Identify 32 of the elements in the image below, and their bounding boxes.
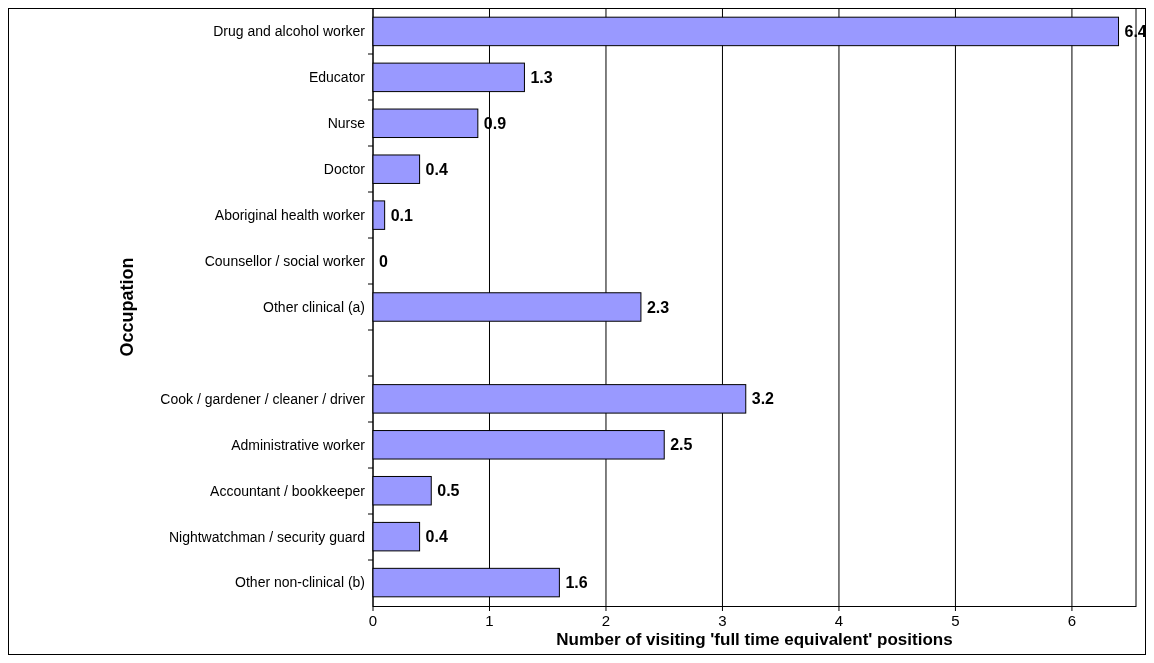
data-label: 0 — [379, 252, 388, 270]
y-axis-title: Occupation — [117, 257, 137, 357]
x-tick-label: 2 — [601, 612, 611, 629]
data-label: 0.5 — [437, 482, 460, 500]
data-label: 0.4 — [425, 160, 448, 178]
x-tick-label: 1 — [485, 612, 494, 629]
y-tick-label: Other non-clinical (b) — [235, 574, 365, 591]
y-tick-label: Educator — [308, 69, 366, 86]
y-tick-label: Aboriginal health worker — [214, 207, 366, 224]
y-tick-label: Administrative worker — [231, 436, 366, 453]
x-tick-label: 0 — [368, 612, 378, 629]
y-tick-label: Other clinical (a) — [263, 298, 365, 315]
y-tick-label: Drug and alcohol worker — [213, 23, 366, 40]
data-label: 0.4 — [425, 528, 448, 546]
x-tick-label: 5 — [951, 612, 960, 629]
y-tick-label: Nurse — [327, 115, 366, 132]
data-label: 0.1 — [390, 206, 413, 224]
y-tick-label: Nightwatchman / security guard — [168, 528, 365, 545]
x-tick-label: 3 — [718, 612, 727, 629]
data-label: 2.3 — [646, 298, 670, 316]
data-label: 6.4 — [1124, 23, 1147, 41]
y-tick-label: Counsellor / social worker — [204, 252, 366, 269]
x-tick-label: 4 — [834, 612, 844, 629]
data-label: 1.6 — [565, 574, 588, 592]
x-tick-label: 6 — [1067, 612, 1077, 629]
x-axis-title: Number of visiting 'full time equivalent' positions — [556, 630, 953, 649]
data-label: 3.2 — [751, 390, 775, 408]
y-tick-label: Accountant / bookkeeper — [210, 482, 366, 499]
data-label: 1.3 — [530, 68, 553, 86]
data-label: 2.5 — [670, 436, 693, 454]
y-tick-label: Doctor — [323, 161, 366, 178]
y-tick-label: Cook / gardener / cleaner / driver — [160, 390, 366, 407]
